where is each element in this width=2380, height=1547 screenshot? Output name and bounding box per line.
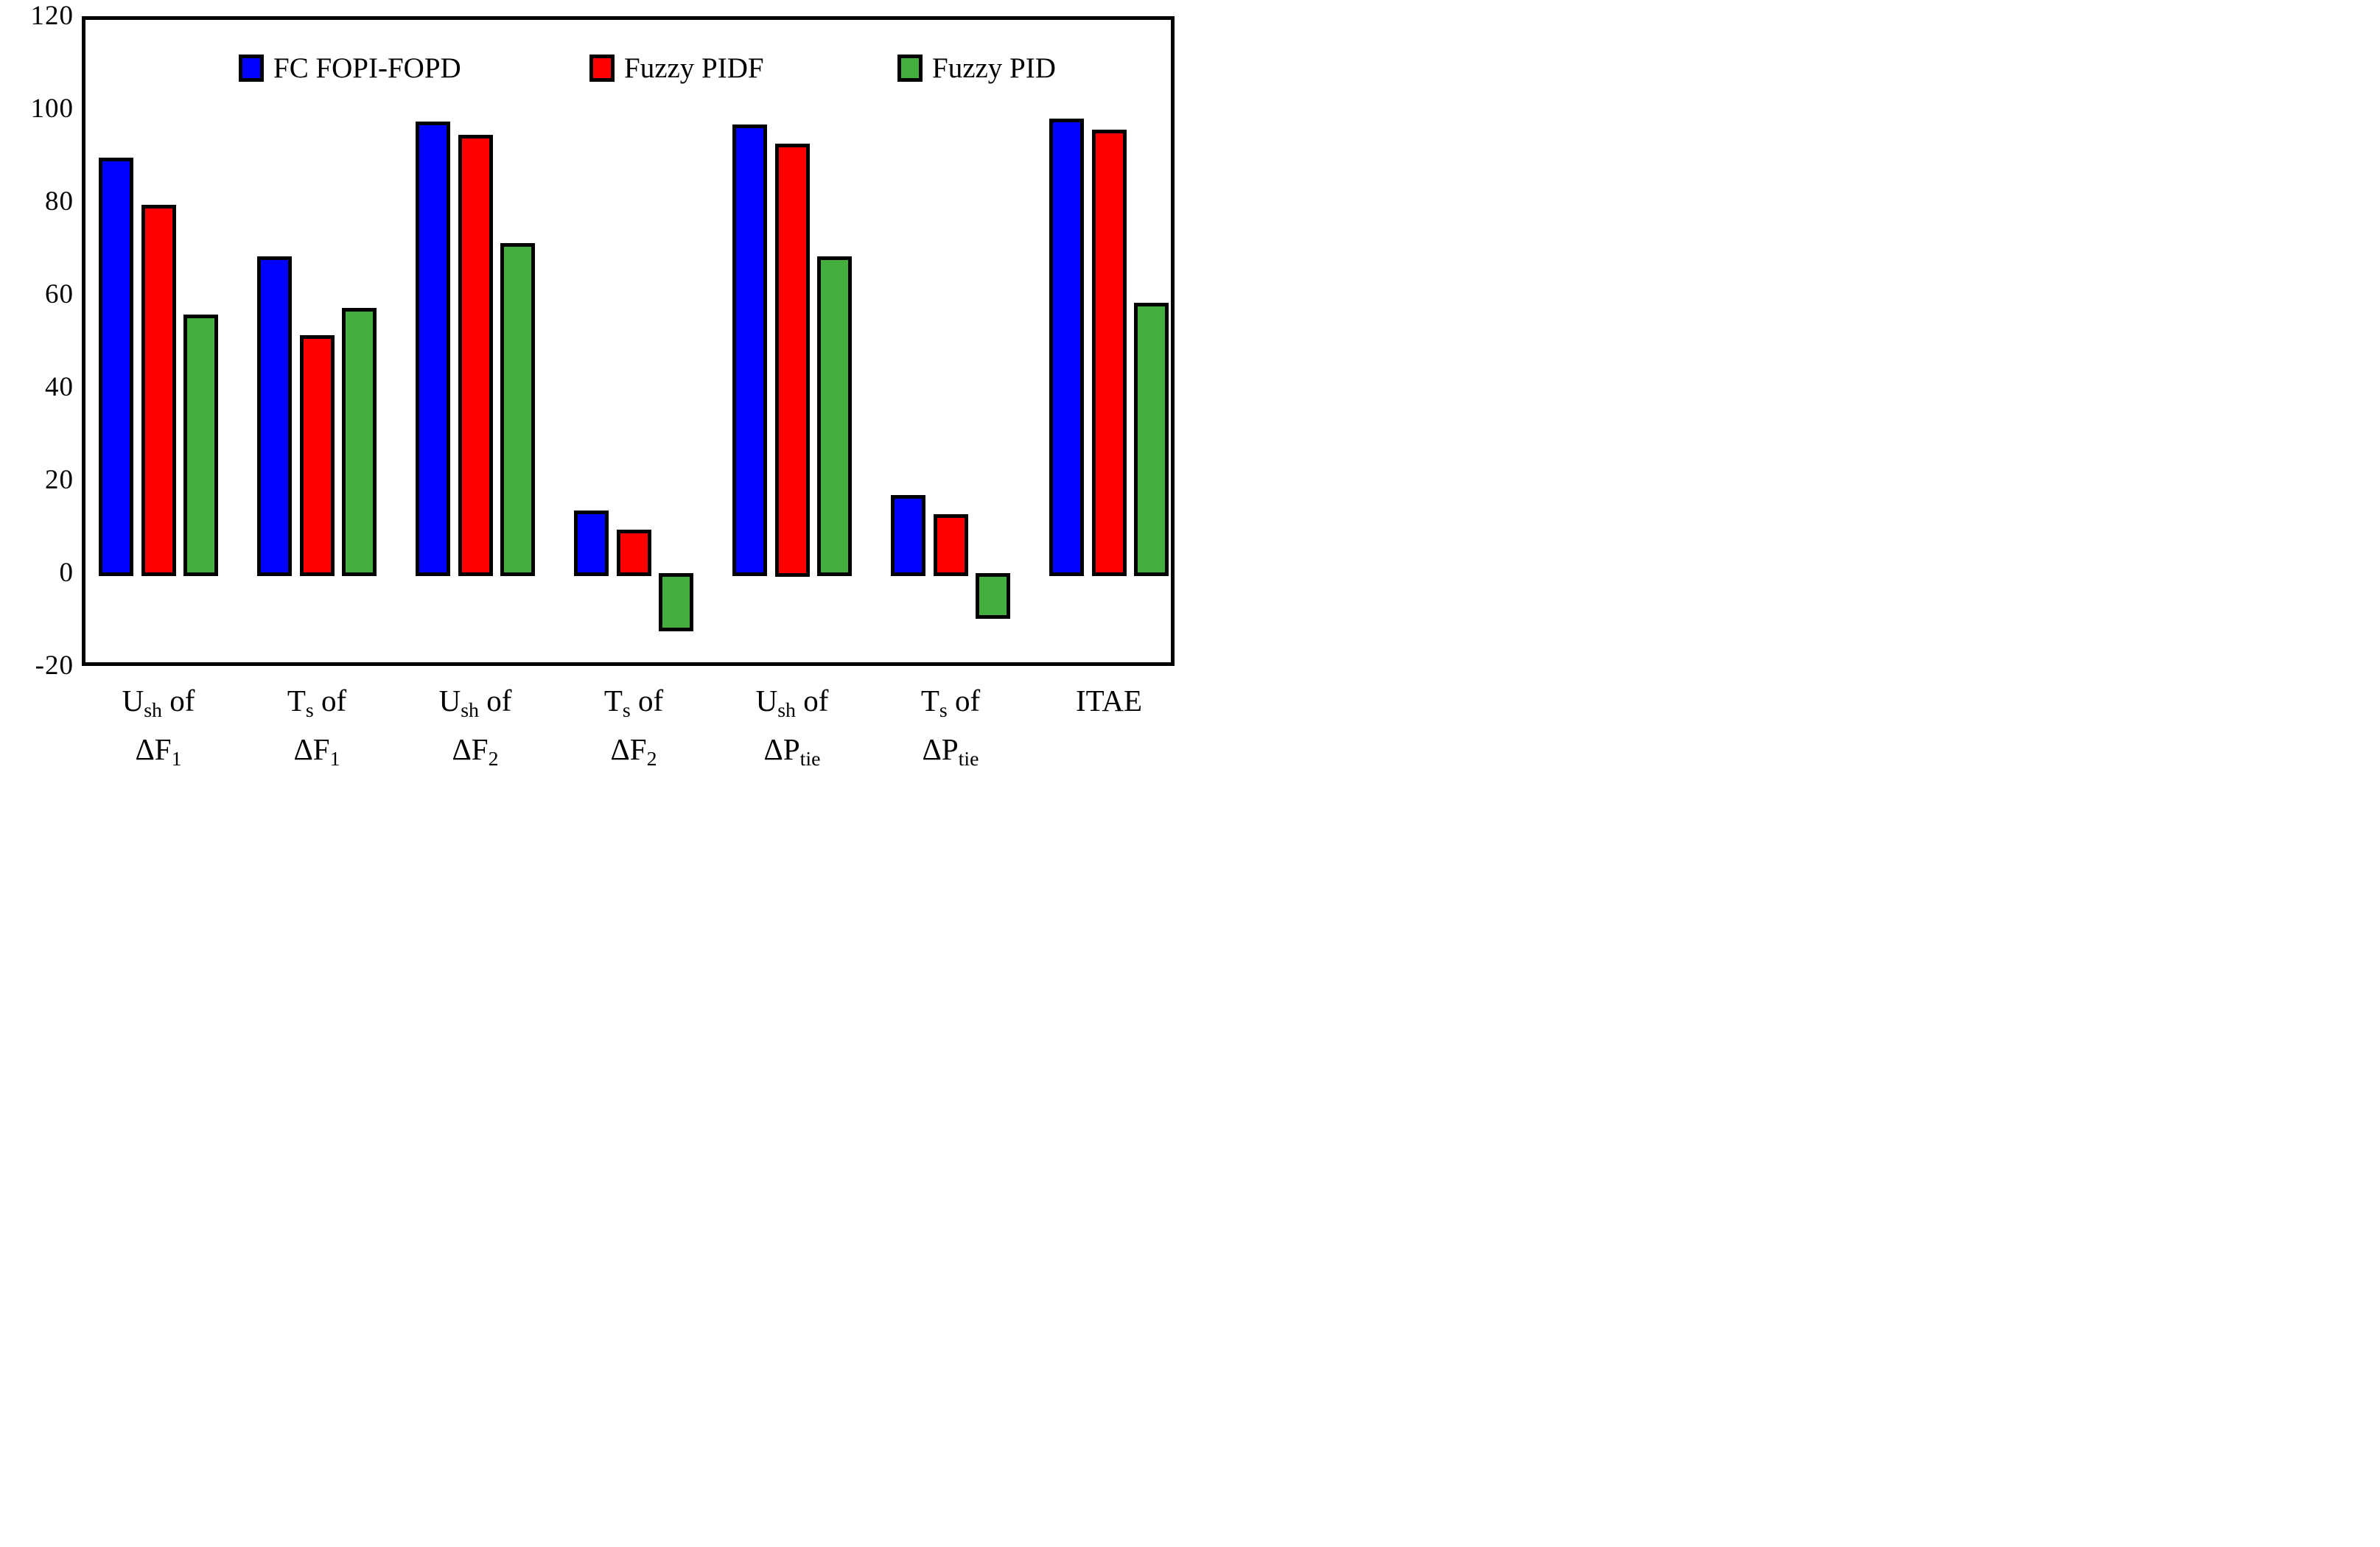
- subscript: 1: [171, 747, 182, 771]
- subscript: tie: [958, 747, 979, 771]
- legend-swatch-icon: [897, 54, 923, 82]
- bar: [616, 529, 651, 577]
- x-category-label-line: ΔF1: [293, 732, 340, 771]
- x-category-label-line: ΔF2: [452, 732, 499, 771]
- x-category-label: ITAE: [1024, 681, 1194, 720]
- subscript: tie: [799, 747, 821, 771]
- legend-swatch-icon: [239, 54, 264, 82]
- subscript: s: [939, 698, 948, 722]
- y-tick-label: 120: [30, 0, 74, 31]
- x-category-label-line: ITAE: [1075, 684, 1143, 718]
- bar: [99, 157, 133, 577]
- y-tick-label: 100: [30, 93, 74, 124]
- bar: [183, 314, 218, 577]
- x-category-label-line: Ush of: [122, 684, 195, 722]
- x-category-label: Ts of ΔF2: [549, 681, 718, 779]
- bar: [342, 307, 377, 577]
- bar: [299, 334, 335, 577]
- x-category-label-line: ΔPtie: [922, 732, 979, 771]
- x-category-label-line: ΔF2: [610, 732, 657, 771]
- x-category-label-line: Ts of: [287, 684, 347, 722]
- subscript: sh: [777, 698, 796, 722]
- subscript: sh: [461, 698, 479, 722]
- bar: [933, 514, 968, 577]
- y-tick-label: -20: [35, 650, 74, 681]
- subscript: 1: [329, 747, 340, 771]
- subscript: s: [305, 698, 314, 722]
- y-tick-label: 80: [45, 186, 74, 217]
- x-category-label: Ush of ΔPtie: [707, 681, 877, 779]
- bar-chart: 120 100 80 60 40 20 0 -20 FC FOPI-FOPD Fuzzy PID…: [0, 0, 1190, 774]
- bar: [1049, 118, 1084, 577]
- x-category-label: Ts of ΔF1: [232, 681, 402, 779]
- y-tick-label: 40: [45, 371, 74, 402]
- x-category-label-line: Ts of: [920, 684, 981, 722]
- bar: [416, 121, 450, 577]
- x-category-label: Ts of ΔPtie: [866, 681, 1035, 779]
- x-category-label: Ush of ΔF1: [74, 681, 243, 779]
- legend-swatch-icon: [589, 54, 615, 82]
- y-tick-label: 0: [59, 557, 74, 588]
- x-category-label-line: ΔF1: [135, 732, 182, 771]
- legend-label: Fuzzy PID: [932, 52, 1056, 84]
- legend-item: FC FOPI-FOPD: [239, 52, 461, 84]
- bar: [458, 135, 493, 577]
- legend-label: FC FOPI-FOPD: [273, 52, 461, 84]
- bar: [891, 494, 925, 577]
- bar: [257, 256, 292, 577]
- legend-label: Fuzzy PIDF: [624, 52, 764, 84]
- legend-item: Fuzzy PIDF: [589, 52, 764, 84]
- subscript: 2: [488, 747, 499, 771]
- y-tick-label: 60: [45, 278, 74, 309]
- subscript: s: [622, 698, 631, 722]
- bar: [659, 572, 693, 631]
- x-category-label: Ush of ΔF2: [391, 681, 560, 779]
- bar: [774, 143, 810, 577]
- bar: [1134, 303, 1169, 577]
- subscript: 2: [646, 747, 657, 771]
- y-tick-label: 20: [45, 464, 74, 495]
- bar: [976, 572, 1010, 619]
- bar: [141, 204, 176, 577]
- bar: [732, 124, 767, 577]
- x-category-label-line: Ush of: [438, 684, 512, 722]
- bar: [817, 256, 852, 577]
- x-category-label-line: Ts of: [603, 684, 664, 722]
- x-category-label-line: Ush of: [755, 684, 829, 722]
- subscript: sh: [144, 698, 162, 722]
- bar: [574, 511, 609, 577]
- bar: [1091, 129, 1127, 577]
- x-category-label-line: ΔPtie: [763, 732, 821, 771]
- bar: [500, 243, 535, 577]
- legend-item: Fuzzy PID: [897, 52, 1056, 84]
